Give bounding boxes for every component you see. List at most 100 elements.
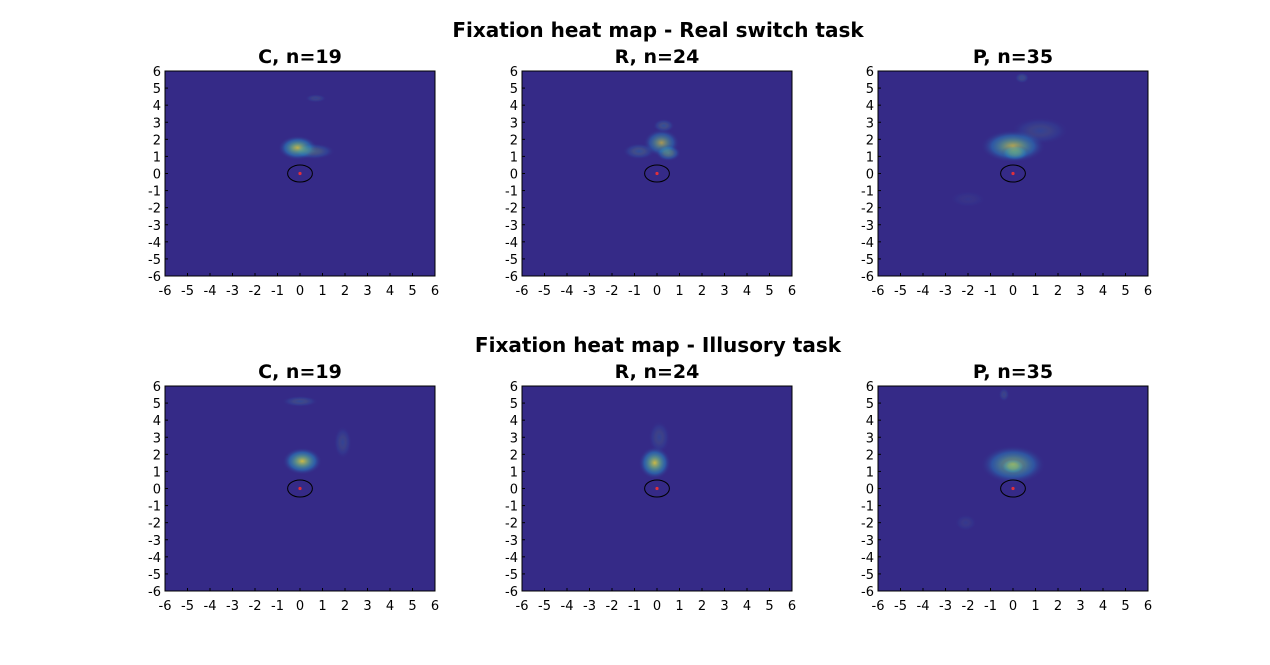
- x-tick-label: 4: [743, 599, 751, 614]
- x-tick-label: -3: [583, 599, 596, 614]
- x-tick-label: -5: [181, 284, 194, 299]
- y-tick-label: -2: [861, 202, 874, 217]
- center-marker: [1011, 486, 1015, 491]
- x-tick-label: 1: [1031, 599, 1039, 614]
- y-tick-label: 0: [153, 483, 161, 498]
- y-tick-label: 6: [510, 65, 518, 80]
- center-marker: [655, 486, 659, 491]
- x-tick-label: -3: [583, 284, 596, 299]
- y-tick-label: 1: [153, 465, 161, 480]
- y-tick-label: 6: [866, 65, 874, 80]
- target-ellipse: [287, 479, 313, 498]
- x-tick-label: -1: [271, 284, 284, 299]
- y-tick-label: -3: [861, 534, 874, 549]
- y-tick-label: -4: [861, 551, 874, 566]
- x-tick-label: 4: [386, 599, 394, 614]
- y-tick-label: 0: [510, 483, 518, 498]
- y-tick-label: 1: [153, 150, 161, 165]
- y-tick-label: 5: [153, 397, 161, 412]
- x-tick-label: 2: [698, 284, 706, 299]
- y-tick-label: -5: [148, 568, 161, 583]
- y-tick-label: -5: [861, 253, 874, 268]
- x-tick-label: -5: [181, 599, 194, 614]
- panel-title: R, n=24: [615, 361, 700, 383]
- x-tick-label: 3: [1076, 284, 1084, 299]
- x-tick-label: -2: [249, 284, 262, 299]
- y-tick-label: -6: [861, 585, 874, 600]
- x-tick-label: -6: [516, 284, 529, 299]
- fixation-density-blob: [1014, 72, 1030, 84]
- panel-title: P, n=35: [973, 46, 1053, 68]
- panel-title: C, n=19: [258, 361, 342, 383]
- x-tick-label: 6: [1144, 599, 1152, 614]
- x-tick-label: -2: [962, 284, 975, 299]
- y-tick-label: -5: [505, 568, 518, 583]
- x-tick-label: 3: [720, 599, 728, 614]
- fixation-density-blob: [954, 514, 977, 531]
- x-tick-label: 1: [318, 599, 326, 614]
- y-tick-label: 1: [866, 465, 874, 480]
- panel-title: R, n=24: [615, 46, 700, 68]
- target-ellipse: [644, 479, 670, 498]
- x-tick-label: -4: [917, 599, 930, 614]
- target-ellipse: [287, 164, 313, 183]
- fixation-density-blob: [333, 425, 352, 459]
- target-ellipse: [1000, 479, 1026, 498]
- x-tick-label: 6: [788, 599, 796, 614]
- group-title: Fixation heat map - Real switch task: [452, 18, 864, 42]
- x-tick-label: 2: [341, 284, 349, 299]
- y-tick-label: 3: [510, 116, 518, 131]
- heatmap-panels: Fixation heat map - Real switch task C, n…: [148, 18, 1152, 614]
- x-tick-label: -6: [516, 599, 529, 614]
- y-tick-label: -3: [148, 534, 161, 549]
- fixation-density-blob: [998, 387, 1010, 402]
- y-tick-label: -5: [505, 253, 518, 268]
- y-tick-label: -1: [148, 185, 161, 200]
- center-marker: [655, 171, 659, 176]
- fixation-density-blob: [638, 446, 671, 480]
- y-tick-label: 0: [153, 168, 161, 183]
- y-tick-label: 4: [866, 99, 874, 114]
- x-tick-label: -1: [984, 284, 997, 299]
- x-tick-label: 1: [318, 284, 326, 299]
- fixation-density-blob: [282, 447, 323, 475]
- y-tick-label: 2: [510, 133, 518, 148]
- y-tick-label: 4: [510, 99, 518, 114]
- x-tick-label: 0: [296, 599, 304, 614]
- x-tick-label: -3: [939, 284, 952, 299]
- x-tick-label: -1: [628, 284, 641, 299]
- y-tick-label: 6: [510, 380, 518, 395]
- y-tick-label: 3: [153, 431, 161, 446]
- y-tick-label: -2: [148, 202, 161, 217]
- y-tick-label: -3: [148, 219, 161, 234]
- x-tick-label: 0: [653, 284, 661, 299]
- x-tick-label: 3: [720, 284, 728, 299]
- x-tick-label: 0: [1009, 284, 1017, 299]
- y-tick-label: 2: [866, 448, 874, 463]
- x-tick-label: 4: [743, 284, 751, 299]
- x-tick-label: -4: [917, 284, 930, 299]
- y-tick-label: -1: [505, 185, 518, 200]
- y-tick-label: 6: [153, 380, 161, 395]
- y-tick-label: 3: [866, 431, 874, 446]
- y-tick-label: 3: [510, 431, 518, 446]
- x-tick-label: -3: [226, 284, 239, 299]
- y-tick-label: 1: [510, 465, 518, 480]
- heatmap-panel: R, n=24-6 -5 -4 -3 -2 -1 0 1 2 3 4 5 66543210-1-2-3-…: [505, 361, 796, 614]
- x-tick-label: 4: [386, 284, 394, 299]
- x-tick-label: -4: [561, 284, 574, 299]
- fixation-density-blob: [655, 144, 681, 162]
- x-tick-label: -5: [538, 284, 551, 299]
- y-tick-label: -2: [505, 202, 518, 217]
- y-tick-label: 2: [153, 448, 161, 463]
- y-tick-label: -1: [505, 500, 518, 515]
- x-tick-label: 5: [408, 599, 416, 614]
- target-ellipse: [1000, 164, 1026, 183]
- fixation-density-blob: [622, 143, 656, 160]
- y-tick-label: 0: [866, 168, 874, 183]
- y-tick-label: 4: [866, 414, 874, 429]
- x-tick-label: 5: [765, 284, 773, 299]
- x-tick-label: -5: [538, 599, 551, 614]
- fixation-density-blob: [1011, 117, 1069, 145]
- panel-title: P, n=35: [973, 361, 1053, 383]
